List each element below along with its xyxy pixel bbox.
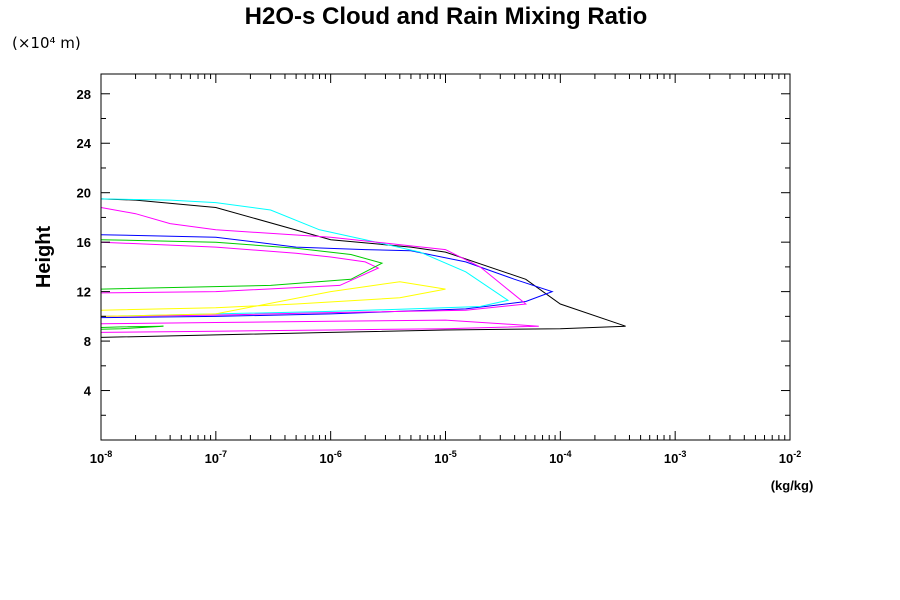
y-tick-label: 20 xyxy=(77,186,91,201)
x-tick-label: 10-3 xyxy=(664,449,686,466)
series-line-5 xyxy=(100,239,384,290)
y-tick-label: 24 xyxy=(77,136,92,151)
axes-layer: 10-8 10-7 10-6 10-5 10-4 10-3 10-2 4 8 12 16 20 24 28 xyxy=(77,73,801,466)
series-line-8 xyxy=(100,319,539,333)
series-line-3 xyxy=(100,198,510,317)
y-tick-label: 12 xyxy=(77,285,91,300)
series-line-7 xyxy=(100,281,446,317)
plot-frame xyxy=(100,73,791,441)
series-line-6 xyxy=(100,207,528,317)
x-tick-label: 10-5 xyxy=(434,449,456,466)
x-axis-unit-label: (kg/kg) xyxy=(771,478,814,493)
x-tick-label: 10-7 xyxy=(205,449,227,466)
x-tick-label: 10-4 xyxy=(549,449,571,466)
series-line-9 xyxy=(100,325,164,330)
x-tick-label: 10-2 xyxy=(779,449,801,466)
series-line-1 xyxy=(100,198,626,338)
y-tick-label: 28 xyxy=(77,87,91,102)
y-axis-label: Height xyxy=(33,226,55,289)
y-tick-label: 16 xyxy=(77,235,91,250)
chart-title: H2O-s Cloud and Rain Mixing Ratio xyxy=(245,3,648,30)
y-tick-label: 8 xyxy=(84,334,91,349)
series-line-2 xyxy=(100,234,554,319)
y-tick-label: 4 xyxy=(84,384,92,399)
series-line-4 xyxy=(100,241,380,294)
x-tick-label: 10-6 xyxy=(319,449,341,466)
y-scale-label: (×10⁴ m) xyxy=(12,34,81,52)
x-tick-label: 10-8 xyxy=(90,449,112,466)
series-layer xyxy=(100,198,626,338)
